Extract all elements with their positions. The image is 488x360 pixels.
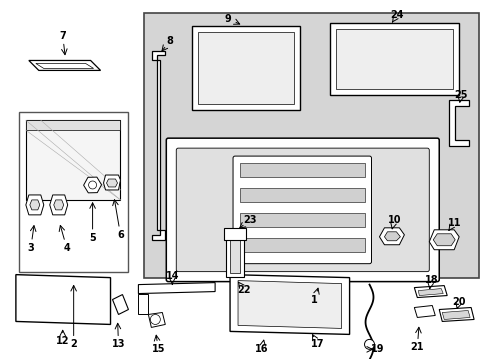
Polygon shape xyxy=(152,50,165,240)
Text: 12: 12 xyxy=(56,336,69,346)
Polygon shape xyxy=(413,306,434,318)
Polygon shape xyxy=(335,28,452,89)
Polygon shape xyxy=(238,280,341,328)
Text: 20: 20 xyxy=(451,297,465,306)
Polygon shape xyxy=(106,179,117,187)
Polygon shape xyxy=(329,23,458,95)
Polygon shape xyxy=(448,100,468,146)
Polygon shape xyxy=(224,228,245,240)
Polygon shape xyxy=(138,283,215,293)
Bar xyxy=(144,13,478,278)
Text: 23: 23 xyxy=(243,215,256,225)
Polygon shape xyxy=(229,275,349,334)
Polygon shape xyxy=(29,60,101,71)
FancyBboxPatch shape xyxy=(233,156,371,264)
Circle shape xyxy=(364,339,374,349)
Text: 8: 8 xyxy=(166,36,173,46)
FancyBboxPatch shape xyxy=(176,148,428,272)
Polygon shape xyxy=(54,200,63,210)
Polygon shape xyxy=(198,32,293,104)
Text: 16: 16 xyxy=(255,345,268,354)
Text: 5: 5 xyxy=(89,233,96,243)
Text: 7: 7 xyxy=(59,31,66,41)
Text: 25: 25 xyxy=(453,90,467,100)
Polygon shape xyxy=(192,26,299,110)
Bar xyxy=(229,239,240,273)
Bar xyxy=(225,235,244,276)
Text: 9: 9 xyxy=(224,14,231,24)
Polygon shape xyxy=(432,234,454,246)
Polygon shape xyxy=(16,275,110,324)
Polygon shape xyxy=(26,120,120,130)
Text: 2: 2 xyxy=(70,339,77,349)
Polygon shape xyxy=(50,195,67,215)
Text: 17: 17 xyxy=(310,339,324,349)
Text: 1: 1 xyxy=(311,294,318,305)
Text: 6: 6 xyxy=(117,230,123,240)
Text: 13: 13 xyxy=(112,339,125,349)
Polygon shape xyxy=(26,195,44,215)
Polygon shape xyxy=(112,294,128,315)
Polygon shape xyxy=(384,232,400,241)
Polygon shape xyxy=(103,175,120,190)
Polygon shape xyxy=(30,200,40,210)
Bar xyxy=(240,238,364,252)
Polygon shape xyxy=(148,312,165,328)
Text: 4: 4 xyxy=(63,243,70,253)
Text: 11: 11 xyxy=(447,218,460,228)
Text: 21: 21 xyxy=(410,342,423,352)
Polygon shape xyxy=(413,285,447,298)
Polygon shape xyxy=(138,293,148,315)
Bar xyxy=(240,188,364,202)
Bar xyxy=(240,163,364,177)
Text: 14: 14 xyxy=(165,271,179,281)
Text: 24: 24 xyxy=(390,10,403,20)
Text: 22: 22 xyxy=(237,284,250,294)
Polygon shape xyxy=(441,310,469,319)
Text: 19: 19 xyxy=(370,345,384,354)
Bar xyxy=(19,112,128,272)
Text: 10: 10 xyxy=(387,215,400,225)
Text: 15: 15 xyxy=(151,345,165,354)
Polygon shape xyxy=(428,230,458,250)
Polygon shape xyxy=(26,120,120,200)
FancyBboxPatch shape xyxy=(166,138,438,282)
Polygon shape xyxy=(379,228,404,245)
Text: 3: 3 xyxy=(27,243,34,253)
Polygon shape xyxy=(438,307,473,321)
Bar xyxy=(240,213,364,227)
Text: 18: 18 xyxy=(424,275,437,285)
Polygon shape xyxy=(417,289,442,296)
